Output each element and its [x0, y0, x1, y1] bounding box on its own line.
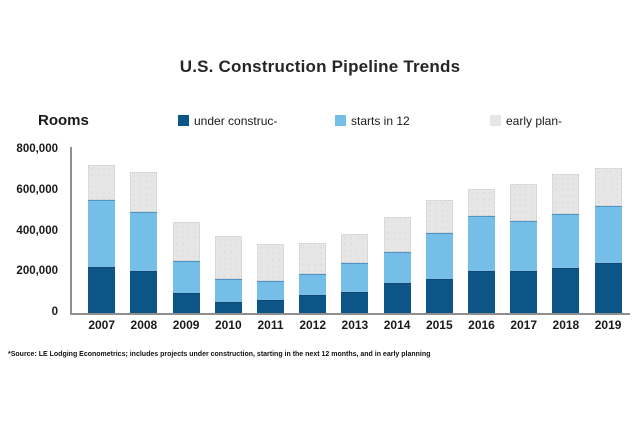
bar-segment-2009-dark [172, 292, 200, 313]
x-tick-label-2018: 2018 [552, 318, 580, 332]
bar-segment-2016-gray [468, 188, 495, 217]
bar-segment-2008-dark [130, 271, 158, 313]
bar-segment-2018-dark [552, 268, 580, 313]
bar-segment-2019-dark [594, 263, 622, 313]
bar-segment-2017-gray [510, 183, 538, 222]
x-axis-line [70, 313, 630, 315]
bar-segment-2012-gray [299, 242, 327, 275]
bar-segment-2010-gray [214, 235, 242, 280]
bar-segment-2016-light [468, 216, 495, 272]
x-tick-label-2017: 2017 [510, 318, 538, 332]
source-footnote: *Source: LE Lodging Econometrics; includ… [8, 351, 431, 358]
x-tick-label-2008: 2008 [130, 318, 158, 332]
legend-swatch-early-planning-icon [490, 115, 501, 126]
bar-segment-2018-gray [552, 174, 580, 215]
x-tick-label-2016: 2016 [468, 318, 495, 332]
x-tick-label-2013: 2013 [341, 318, 369, 332]
bar-segment-2014-light [383, 251, 411, 284]
legend-label-early-planning: early plan- [506, 114, 563, 128]
legend-swatch-starts-in-12-icon [335, 115, 346, 126]
x-tick-label-2012: 2012 [299, 318, 327, 332]
bar-segment-2012-dark [299, 294, 327, 313]
bar-segment-2017-light [510, 221, 538, 272]
bar-segment-2013-light [341, 263, 369, 292]
bar-segment-2016-dark [468, 271, 495, 313]
chart-title: U.S. Construction Pipeline Trends [179, 57, 461, 76]
bar-segment-2010-light [214, 279, 242, 302]
bar-segment-2018-light [552, 214, 580, 269]
bar-segment-2015-gray [425, 199, 453, 233]
x-tick-label-2014: 2014 [383, 318, 411, 332]
bar-segment-2011-dark [257, 299, 284, 313]
legend-label-starts-in-12: starts in 12 [351, 114, 410, 128]
y-tick-label: 0 [51, 306, 58, 318]
y-tick-label: 800,000 [16, 143, 58, 155]
bar-segment-2015-dark [425, 279, 453, 313]
bar-segment-2008-gray [130, 172, 158, 213]
bar-segment-2013-dark [341, 291, 369, 313]
bar-segment-2017-dark [510, 271, 538, 313]
bar-segment-2014-gray [383, 217, 411, 252]
bar-segment-2014-dark [383, 283, 411, 313]
bar-segment-2010-dark [214, 301, 242, 313]
bar-segment-2007-dark [88, 267, 116, 313]
bar-segment-2007-gray [88, 165, 116, 200]
y-tick-label: 200,000 [16, 265, 58, 278]
bar-segment-2015-light [425, 232, 453, 280]
bar-segment-2009-light [172, 261, 200, 293]
bar-segment-2019-light [594, 206, 622, 264]
bar-segment-2011-gray [257, 243, 284, 282]
x-tick-label-2011: 2011 [257, 318, 284, 332]
bar-segment-2008-light [130, 212, 158, 272]
bar-segment-2011-light [257, 281, 284, 300]
x-tick-label-2019: 2019 [594, 318, 622, 332]
y-axis-line [70, 147, 72, 314]
legend-label-under-construction: under construc- [194, 114, 278, 128]
bar-segment-2013-gray [341, 233, 369, 264]
y-tick-label: 400,000 [16, 224, 58, 237]
bar-segment-2007-light [88, 199, 116, 268]
bar-segment-2009-gray [172, 222, 200, 262]
x-tick-label-2009: 2009 [172, 318, 200, 332]
x-tick-label-2007: 2007 [88, 318, 116, 332]
bar-segment-2019-gray [594, 168, 622, 207]
bar-segment-2012-light [299, 274, 327, 295]
x-tick-label-2015: 2015 [425, 318, 453, 332]
y-axis-title: Rooms [38, 112, 89, 129]
legend-swatch-under-construction-icon [178, 115, 189, 126]
x-tick-label-2010: 2010 [214, 318, 242, 332]
y-tick-label: 600,000 [16, 183, 58, 196]
